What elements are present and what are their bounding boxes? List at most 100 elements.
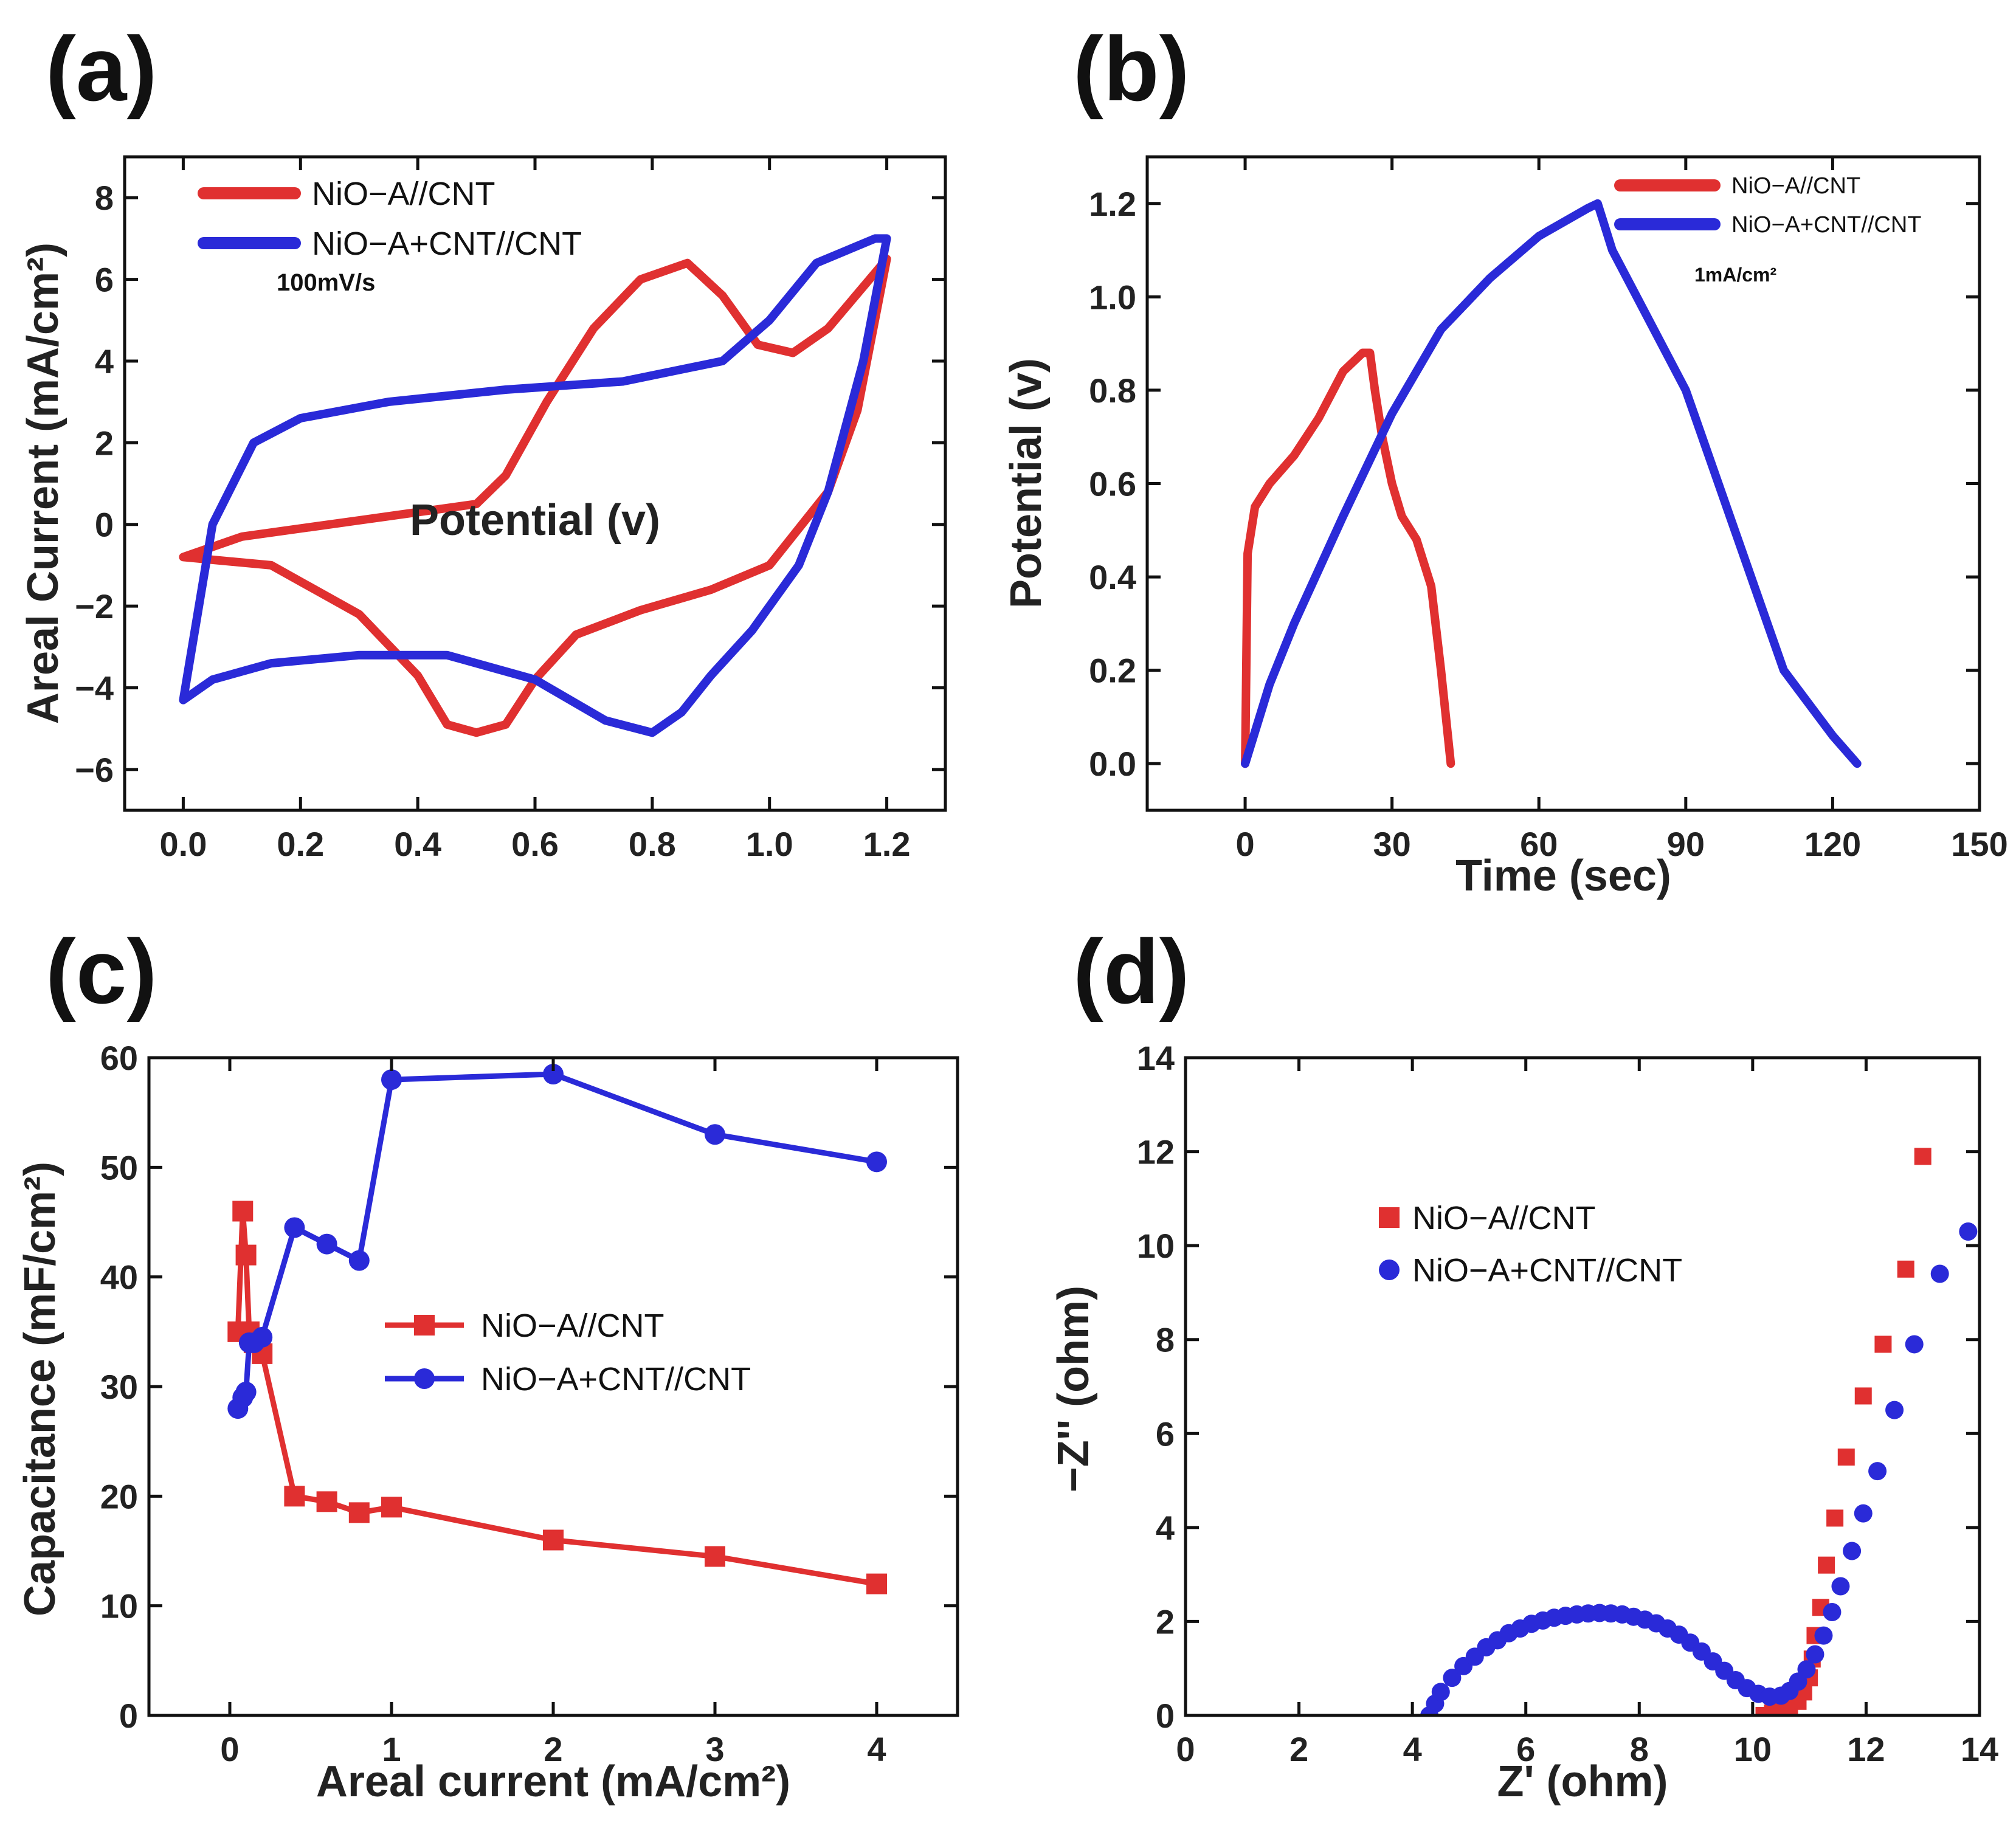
data-point bbox=[1818, 1556, 1835, 1574]
legend: NiO−A//CNT NiO−A+CNT//CNT bbox=[1614, 173, 1921, 238]
panel-label-b: (b) bbox=[1073, 18, 1190, 120]
y-tick-label: 2 bbox=[95, 424, 114, 462]
legend-label: NiO−A+CNT//CNT bbox=[1412, 1252, 1682, 1289]
legend-label: NiO−A+CNT//CNT bbox=[481, 1361, 751, 1398]
data-point bbox=[1959, 1222, 1978, 1241]
data-point bbox=[1905, 1335, 1924, 1354]
data-point bbox=[1885, 1401, 1904, 1419]
legend-label: NiO−A+CNT//CNT bbox=[312, 226, 582, 262]
x-tick-label: 4 bbox=[867, 1730, 886, 1768]
data-point bbox=[232, 1201, 254, 1222]
y-axis-title: −Z'' (ohm) bbox=[1049, 1286, 1098, 1492]
data-point bbox=[866, 1151, 887, 1173]
data-point bbox=[381, 1497, 402, 1518]
plot-frame bbox=[1184, 1056, 1981, 1717]
x-tick-label: 0.4 bbox=[394, 825, 441, 863]
series-line bbox=[1241, 199, 1862, 768]
series-b-0 bbox=[1241, 348, 1455, 768]
y-tick-label: 1.2 bbox=[1089, 185, 1136, 223]
data-point bbox=[1823, 1602, 1842, 1621]
x-axis-title: Time (sec) bbox=[1455, 852, 1671, 900]
legend-label: NiO−A//CNT bbox=[312, 176, 495, 212]
data-point bbox=[1837, 1448, 1855, 1466]
y-tick-label: 4 bbox=[1156, 1509, 1175, 1547]
legend-swatch-marker bbox=[1379, 1260, 1400, 1280]
series-d-0 bbox=[1755, 1148, 1931, 1715]
x-tick-label: 30 bbox=[1373, 825, 1410, 863]
data-point bbox=[381, 1069, 402, 1091]
y-tick-label: 0.8 bbox=[1089, 371, 1136, 410]
x-axis-title: Potential (v) bbox=[410, 496, 660, 545]
y-tick-label: 50 bbox=[100, 1148, 138, 1187]
y-tick-label: 6 bbox=[1156, 1415, 1175, 1453]
series-line bbox=[235, 1208, 880, 1587]
y-tick-label: 6 bbox=[95, 261, 114, 299]
legend-label: NiO−A//CNT bbox=[1731, 173, 1860, 199]
y-axis-title: Areal Current (mA/cm²) bbox=[19, 243, 67, 724]
x-tick-label: 0.8 bbox=[629, 825, 676, 863]
legend-swatch-marker bbox=[1379, 1207, 1400, 1228]
series-a-1 bbox=[179, 234, 891, 737]
y-tick-label: −2 bbox=[75, 587, 114, 626]
panel-b: (b) 0 30 60 90 120 150 0.0 0.2 0.4 0.6 0.8 1.0 1.2 Tim… bbox=[1002, 18, 2008, 900]
y-tick-label: 14 bbox=[1137, 1039, 1175, 1077]
series-line bbox=[1241, 348, 1455, 768]
x-tick-label: 150 bbox=[1951, 825, 2007, 863]
x-tick-label: 2 bbox=[544, 1730, 562, 1768]
data-point bbox=[235, 1244, 257, 1266]
legend: NiO−A//CNT NiO−A+CNT//CNT bbox=[198, 176, 582, 262]
data-point bbox=[316, 1233, 337, 1255]
y-tick-label: 10 bbox=[1137, 1227, 1175, 1265]
data-point bbox=[284, 1486, 305, 1507]
y-tick-label: 20 bbox=[100, 1477, 138, 1515]
x-tick-label: 12 bbox=[1847, 1730, 1885, 1768]
data-point bbox=[543, 1529, 564, 1551]
x-tick-label: 2 bbox=[1289, 1730, 1308, 1768]
x-tick-label: 0 bbox=[220, 1730, 239, 1768]
y-tick-label: 0.2 bbox=[1089, 652, 1136, 690]
data-point bbox=[543, 1064, 564, 1085]
x-tick-label: 14 bbox=[1961, 1730, 1998, 1768]
data-point bbox=[866, 1573, 887, 1594]
y-tick-label: 8 bbox=[95, 179, 114, 217]
y-tick-label: 10 bbox=[100, 1587, 138, 1625]
x-tick-label: 4 bbox=[1403, 1730, 1422, 1768]
x-tick-label: 120 bbox=[1804, 825, 1861, 863]
legend-swatch-marker bbox=[414, 1368, 435, 1389]
data-point bbox=[252, 1326, 273, 1348]
data-point bbox=[284, 1217, 305, 1238]
x-tick-label: 0 bbox=[1235, 825, 1254, 863]
y-axis-title: Potential (v) bbox=[1002, 358, 1051, 608]
y-tick-label: 1.0 bbox=[1089, 278, 1136, 316]
x-tick-label: 0.0 bbox=[159, 825, 207, 863]
y-tick-label: 0 bbox=[95, 506, 114, 544]
data-point bbox=[1831, 1577, 1850, 1596]
series-d-1 bbox=[1420, 1222, 1978, 1715]
x-axis-title: Z' (ohm) bbox=[1497, 1757, 1668, 1806]
y-tick-label: 40 bbox=[100, 1258, 138, 1297]
data-point bbox=[1914, 1148, 1931, 1165]
x-tick-label: 0 bbox=[1176, 1730, 1195, 1768]
legend: NiO−A//CNT NiO−A+CNT//CNT bbox=[1379, 1200, 1682, 1289]
y-tick-label: 0.4 bbox=[1089, 558, 1136, 596]
data-point bbox=[1797, 1660, 1816, 1679]
data-point bbox=[1814, 1626, 1833, 1645]
y-tick-label: 12 bbox=[1137, 1133, 1175, 1171]
y-tick-label: 0 bbox=[1156, 1697, 1175, 1735]
x-tick-label: 1.2 bbox=[863, 825, 911, 863]
panel-label-c: (c) bbox=[46, 920, 157, 1022]
x-axis-title: Areal current (mA/cm²) bbox=[316, 1757, 790, 1806]
data-point bbox=[348, 1502, 370, 1523]
data-point bbox=[348, 1250, 370, 1271]
data-point bbox=[1874, 1336, 1892, 1353]
annotation: 1mA/cm² bbox=[1694, 264, 1776, 286]
series-line bbox=[179, 234, 891, 737]
y-tick-label: 0.6 bbox=[1089, 465, 1136, 503]
y-tick-label: −4 bbox=[75, 669, 114, 707]
legend-swatch-marker bbox=[414, 1315, 435, 1336]
x-tick-label: 60 bbox=[1520, 825, 1558, 863]
legend: NiO−A//CNT NiO−A+CNT//CNT bbox=[385, 1308, 751, 1398]
y-tick-label: 8 bbox=[1156, 1321, 1175, 1359]
